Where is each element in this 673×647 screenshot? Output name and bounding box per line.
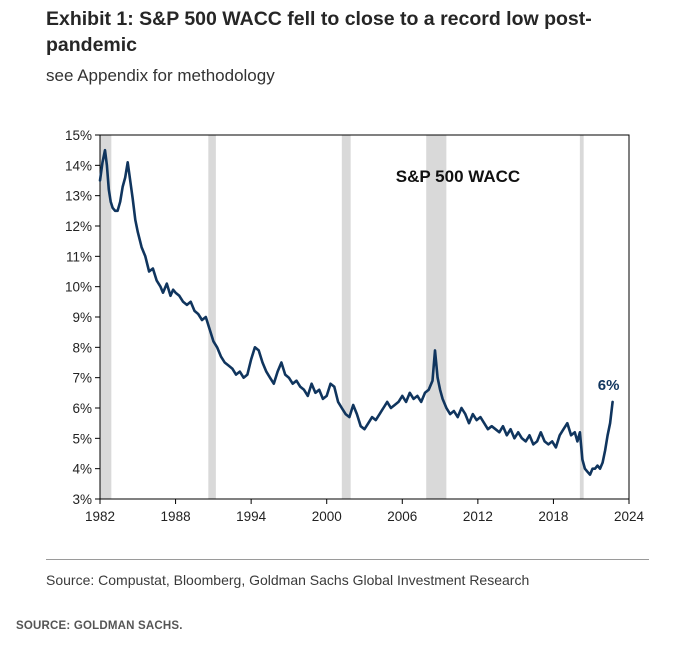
y-tick-label: 6%	[72, 401, 92, 416]
y-tick-label: 13%	[65, 189, 92, 204]
y-tick-label: 12%	[65, 219, 92, 234]
x-tick-label: 1994	[236, 509, 267, 524]
recession-band	[208, 135, 216, 499]
recession-bands	[100, 135, 584, 499]
x-tick-label: 2012	[463, 509, 493, 524]
y-tick-label: 11%	[66, 249, 92, 264]
x-tick-label: 2006	[387, 509, 417, 524]
y-tick-label: 3%	[72, 492, 92, 507]
recession-band	[341, 135, 351, 499]
wacc-line-chart: 3%4%5%6%7%8%9%10%11%12%13%14%15% 1982 198…	[65, 128, 645, 524]
x-tick-label: 2024	[614, 509, 645, 524]
x-tick-label: 1982	[85, 509, 115, 524]
y-tick-label: 15%	[65, 128, 92, 143]
chart-title: Exhibit 1: S&P 500 WACC fell to close to…	[46, 8, 592, 56]
source-note: Source: Compustat, Bloomberg, Goldman Sa…	[46, 572, 530, 588]
y-tick-label: 10%	[65, 280, 92, 295]
y-axis-ticks: 3% 4% 5% 6% 7% 8% 9% 10% 11% 12% 13% 14% 15%	[65, 128, 100, 507]
end-value-label: 6%	[598, 377, 620, 394]
x-axis-ticks: 1982 1988 1994 2000 2006 2012 2018 2024	[85, 499, 645, 524]
series-line-sp500-wacc	[98, 148, 614, 476]
source-credit: SOURCE: GOLDMAN SACHS.	[16, 620, 183, 632]
y-tick-label: 7%	[72, 371, 92, 386]
chart-subtitle: see Appendix for methodology	[46, 66, 275, 85]
recession-band	[579, 135, 584, 499]
x-tick-label: 2000	[312, 509, 342, 524]
recession-band	[426, 135, 447, 499]
y-tick-label: 8%	[72, 340, 92, 355]
chart-inner-label: S&P 500 WACC	[396, 167, 520, 186]
x-tick-label: 2018	[538, 509, 568, 524]
y-tick-label: 5%	[72, 431, 92, 446]
footer-divider	[46, 559, 649, 560]
y-tick-label: 9%	[72, 310, 92, 325]
y-tick-label: 4%	[72, 462, 92, 477]
recession-band	[100, 135, 112, 499]
x-tick-label: 1988	[161, 509, 191, 524]
y-tick-label: 14%	[65, 158, 92, 173]
